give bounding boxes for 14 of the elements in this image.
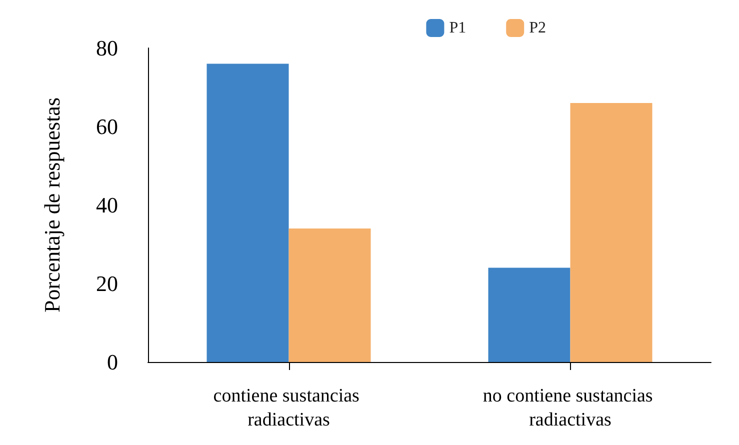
y-tick-label: 80 [96, 36, 118, 60]
y-axis-title: Porcentaje de respuestas [40, 97, 64, 313]
y-tick-label: 20 [96, 271, 118, 296]
bar [288, 228, 371, 362]
legend-label: P1 [449, 20, 466, 36]
y-tick-label: 60 [96, 114, 118, 139]
legend-label: P2 [529, 20, 546, 36]
y-tick-label: 40 [96, 192, 118, 218]
x-tick-label: no contiene sustancias radiactivas [482, 386, 658, 430]
bar [570, 102, 652, 362]
bar [488, 268, 570, 362]
x-tick-label: contiene sustancias radiactivas [213, 386, 364, 430]
bar [206, 64, 289, 362]
y-tick-label: 0 [107, 350, 118, 374]
